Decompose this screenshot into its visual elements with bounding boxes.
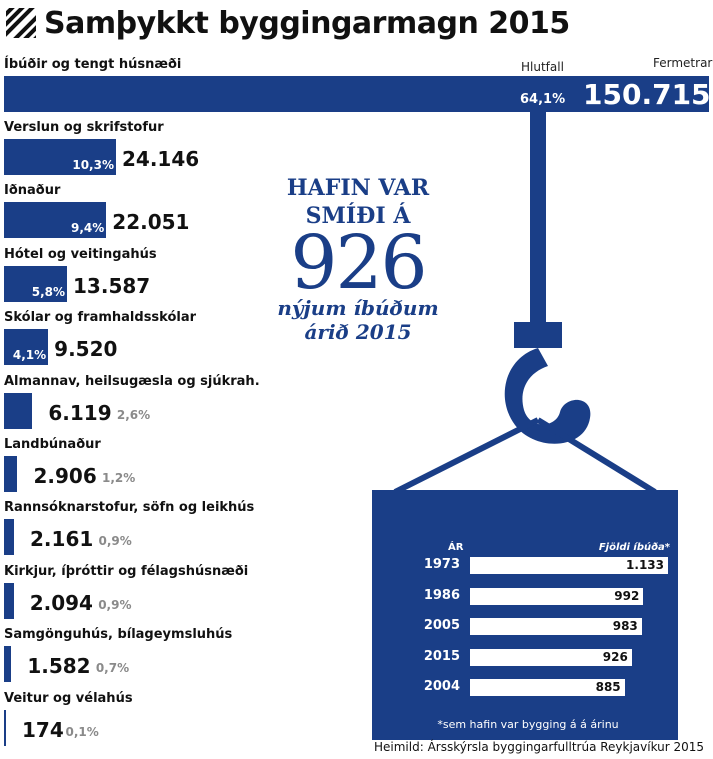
sling-right — [536, 417, 657, 495]
category-label: Íbúðir og tengt húsnæði — [4, 57, 182, 72]
sling-left — [393, 417, 540, 495]
box-chart-title: Flestar íbúðir á ári — [116, 521, 305, 543]
area-header: Fermetrar — [653, 56, 713, 70]
callout-line2: SMÍÐI Á — [305, 203, 411, 229]
callout-number: 926 — [290, 220, 427, 306]
year-bar — [470, 679, 625, 696]
footnote: *sem hafin var bygging á á árinu — [437, 718, 619, 731]
share-label: 0,7% — [95, 661, 130, 676]
category-label: Samgönguhús, bílageymsluhús — [4, 627, 233, 643]
category-label: Hótel og veitingahús — [4, 246, 157, 262]
lifted-box-panel — [372, 490, 678, 740]
bar — [4, 646, 12, 683]
value-label: 2.161 — [30, 527, 94, 552]
category-label: Almannav, heilsugæsla og sjúkrah. — [4, 373, 260, 389]
bar — [4, 329, 49, 366]
year-value-label: 1.133 — [626, 558, 664, 572]
callout-line1: HAFIN VAR — [286, 175, 430, 201]
year-label: 1986 — [423, 587, 460, 603]
value-label: 150.715 — [583, 78, 711, 111]
crane-cable — [530, 110, 546, 335]
year-label: 2015 — [423, 648, 460, 664]
stripes-icon — [6, 8, 36, 38]
year-column-header: ÁR — [448, 542, 464, 553]
year-bar — [470, 587, 644, 605]
value-label: 13.587 — [73, 273, 151, 298]
value-label: 2.094 — [29, 590, 93, 615]
year-value-label: 983 — [612, 619, 638, 633]
share-label: 0,1% — [65, 724, 99, 739]
value-label: 9.520 — [54, 337, 118, 362]
bar — [4, 392, 33, 429]
bar — [4, 202, 107, 239]
title-block: Samþykkt byggingarmagn 2015 — [6, 5, 570, 41]
category-label: Kirkjur, íþróttir og félagshúsnæði — [4, 563, 249, 579]
year-bar — [470, 648, 632, 666]
share-label: 0,9% — [98, 534, 132, 549]
year-label: 2005 — [423, 618, 460, 633]
year-value-label: 992 — [614, 588, 640, 603]
category-label: Veitur og vélahús — [4, 690, 133, 706]
share-label: 5,8% — [31, 284, 66, 299]
share-header: Hlutfall — [521, 60, 564, 74]
value-label: 174 — [22, 717, 64, 742]
share-label: 4,1% — [12, 348, 47, 363]
year-label: 1973 — [423, 557, 460, 572]
source-note: Heimild: Ársskýrsla byggingarfulltrúa Re… — [374, 740, 705, 754]
chart-title: Samþykkt byggingarmagn 2015 — [44, 5, 570, 41]
bar — [4, 456, 18, 492]
share-label: 2,6% — [116, 407, 151, 422]
count-column-header: Fjöldi íbúða* — [598, 542, 670, 553]
share-label: 64,1% — [520, 92, 566, 107]
bar — [4, 76, 709, 112]
share-label: 0,9% — [98, 597, 132, 612]
year-value-label: 885 — [595, 680, 621, 694]
box-title-block: Flestar íbúðir á ári — [88, 520, 304, 544]
share-label: 10,3% — [72, 158, 114, 172]
value-label: 24.146 — [122, 147, 200, 171]
share-label: 1,2% — [101, 471, 136, 485]
year-bar — [470, 618, 642, 635]
bar — [4, 519, 15, 556]
value-label: 22.051 — [112, 210, 190, 235]
category-label: Rannsóknarstofur, söfn og leikhús — [4, 500, 255, 516]
value-label: 2.906 — [33, 464, 97, 488]
year-value-label: 926 — [602, 649, 628, 664]
callout-line3: nýjum íbúðum — [277, 296, 439, 320]
share-label: 9,4% — [71, 221, 105, 236]
year-label: 2004 — [423, 679, 460, 694]
year-bar — [470, 557, 668, 574]
hook-block — [514, 322, 562, 348]
category-label: Skólar og framhaldsskólar — [4, 310, 197, 326]
bar — [4, 265, 68, 302]
hook-icon — [504, 348, 591, 444]
category-label: Landbúnaður — [4, 437, 101, 452]
bar — [4, 709, 6, 746]
callout-line4: árið 2015 — [304, 320, 412, 344]
bar — [4, 582, 14, 619]
category-label: Iðnaður — [4, 183, 61, 199]
stripes-icon — [88, 522, 108, 542]
bar — [4, 139, 116, 175]
value-label: 6.119 — [48, 400, 112, 425]
value-label: 1.582 — [27, 654, 91, 679]
category-label: Verslun og skrifstofur — [4, 120, 164, 135]
